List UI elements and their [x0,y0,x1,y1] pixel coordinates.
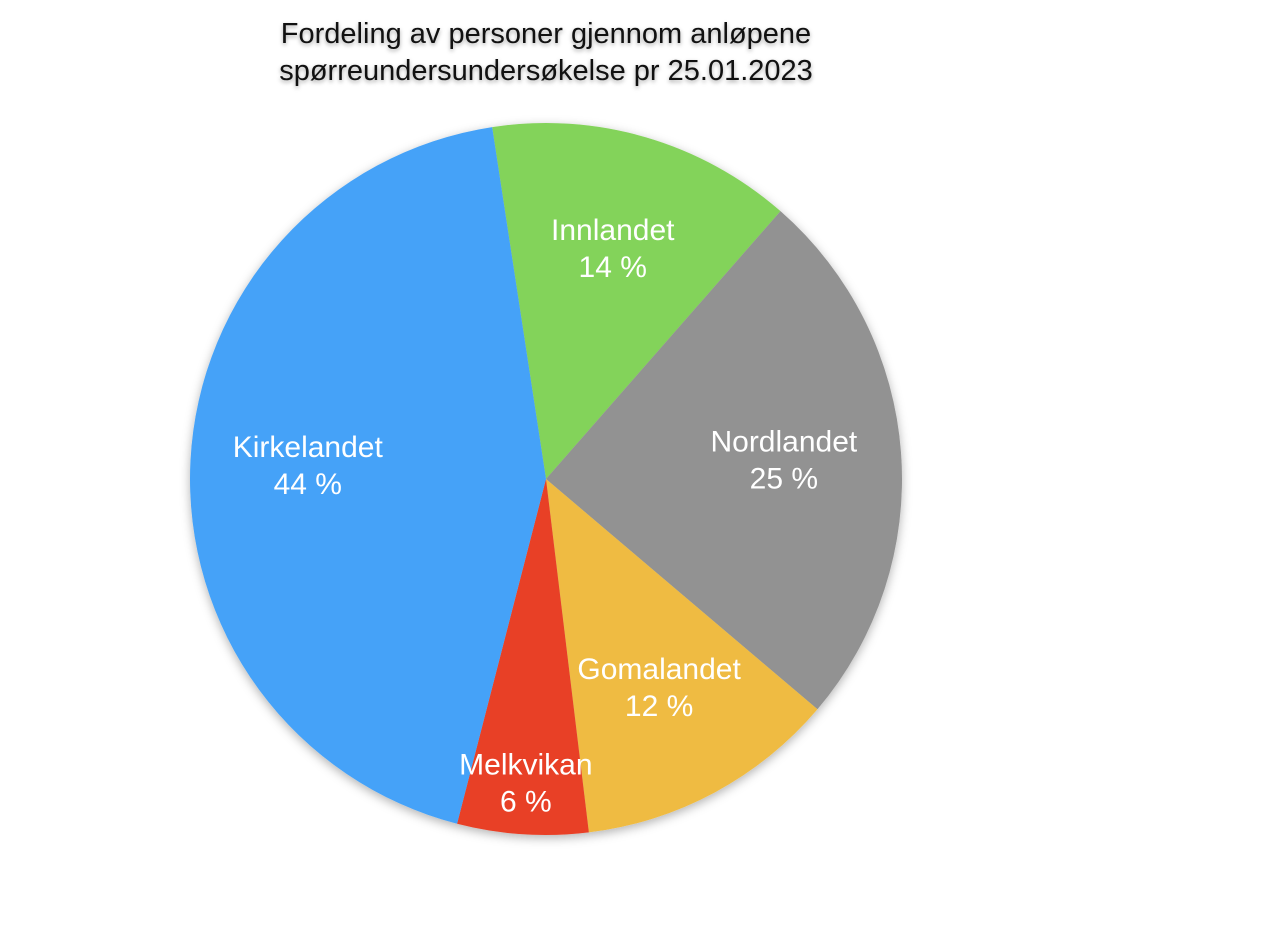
pie [190,123,902,835]
pie-slice [546,211,902,710]
slice-label: Innlandet [551,214,675,247]
pie-slice [457,479,589,835]
slice-label: Kirkelandet [233,431,384,464]
chart-title: Fordeling av personer gjennom anløpene s… [279,18,813,87]
value-label: 44 % [274,468,342,501]
pie-slice [492,123,781,480]
value-label: 12 % [625,690,693,723]
slice-label: Gomalandet [577,653,741,686]
slice-label: Melkvikan [459,748,592,781]
value-label: 14 % [579,251,647,284]
pie-slice [190,127,546,824]
value-label: 6 % [500,785,552,818]
labels: Innlandet 14 % Nordlandet 25 % Gomalandet 12 … [233,214,858,818]
slice-label: Nordlandet [710,425,857,458]
pie-slice [546,479,818,833]
value-label: 25 % [750,462,818,495]
